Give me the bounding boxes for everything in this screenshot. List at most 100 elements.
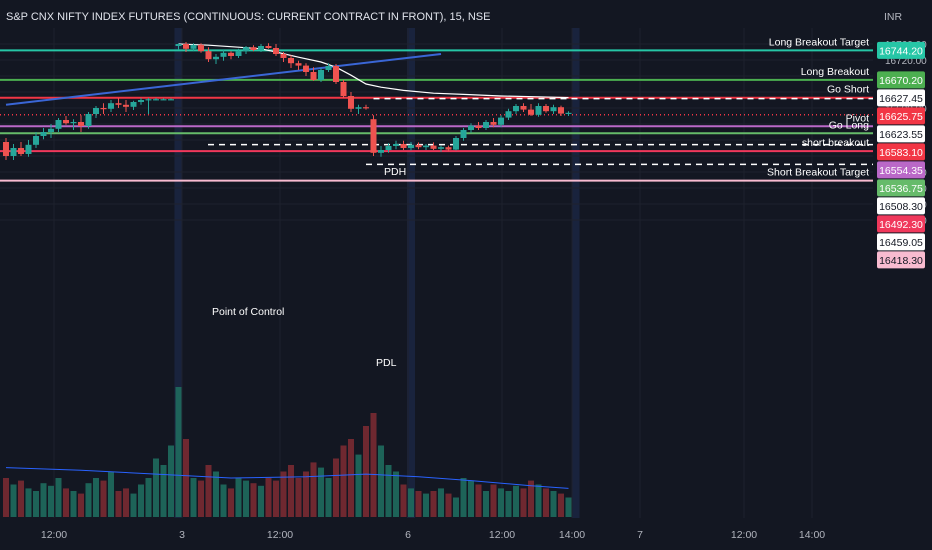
candle <box>408 142 414 151</box>
candle-body <box>63 120 69 124</box>
volume-bar <box>325 478 332 517</box>
candle-body <box>220 52 227 57</box>
time-tick-label: 3 <box>179 529 185 541</box>
volume-bar <box>558 493 564 517</box>
candle <box>393 140 399 150</box>
volume-bar <box>363 426 369 517</box>
candle-body <box>363 107 369 109</box>
volume-bar <box>250 483 257 517</box>
volume-bar <box>550 491 557 517</box>
price-badge-label: 16459.05 <box>879 237 923 249</box>
candle <box>145 98 152 114</box>
volume-bar <box>63 488 69 517</box>
candle-body <box>48 128 54 132</box>
volume-bar <box>348 439 354 517</box>
time-tick-label: 6 <box>405 529 411 541</box>
volume-bar <box>520 488 527 517</box>
candle-body <box>423 145 429 148</box>
volume-bar <box>273 480 279 517</box>
level-name: short breakout <box>802 137 869 149</box>
candle <box>415 142 422 150</box>
volume-bar <box>40 483 47 517</box>
candle <box>3 138 9 160</box>
volume-bar <box>280 471 287 517</box>
candle <box>445 145 452 152</box>
candle <box>250 45 257 52</box>
volume-bar <box>48 485 54 517</box>
volume-bar <box>295 478 302 517</box>
candle-body <box>333 66 339 82</box>
price-badge-label: 16536.75 <box>879 183 923 195</box>
candle-body <box>10 148 17 156</box>
candle-body <box>498 117 504 125</box>
candle-body <box>370 119 377 153</box>
price-badge: 16744.20 <box>877 41 925 59</box>
candle-body <box>205 51 212 60</box>
level-name: Pivot <box>846 112 869 124</box>
candle <box>340 80 347 98</box>
candle-body <box>100 108 107 110</box>
volume-bar <box>468 480 474 517</box>
candle <box>475 122 482 130</box>
level-name: Long Breakout <box>801 66 869 78</box>
candle <box>363 104 369 110</box>
volume-bar <box>145 478 152 517</box>
volume-bar <box>25 488 32 517</box>
level-name: Long Breakout Target <box>769 36 869 48</box>
volume-bar <box>160 465 167 517</box>
candle-body <box>160 99 167 101</box>
candle <box>175 43 182 50</box>
volume-bar <box>70 491 77 517</box>
candle-body <box>265 46 272 48</box>
candle <box>108 100 114 112</box>
price-badge: 16554.35 <box>877 161 925 179</box>
trend-line[interactable] <box>5 53 442 106</box>
session-band-0 <box>174 28 183 518</box>
candle-body <box>535 106 542 115</box>
candle-body <box>400 144 407 148</box>
candle-body <box>198 44 204 52</box>
volume-bar <box>10 484 17 517</box>
volume-bar <box>408 488 414 517</box>
volume-bar <box>340 445 347 517</box>
volume-bar <box>445 493 452 517</box>
candle-body <box>115 103 122 105</box>
volume-bar <box>378 445 384 517</box>
candle-body <box>310 72 317 80</box>
volume-bar <box>168 445 174 517</box>
candle <box>243 46 249 54</box>
volume-bar <box>288 465 294 517</box>
candle-body <box>378 150 384 153</box>
candle-body <box>483 122 489 128</box>
volume-bar <box>318 467 324 517</box>
volume-bar <box>528 480 534 517</box>
volume-bar <box>415 491 422 517</box>
volume-bar <box>220 484 227 517</box>
volume-bar <box>153 458 159 517</box>
candle <box>48 124 54 138</box>
volume-bar <box>490 484 497 517</box>
candle-body <box>543 106 549 112</box>
candle <box>265 43 272 49</box>
candle <box>303 63 309 76</box>
candle-body <box>228 52 234 56</box>
candle-body <box>393 144 399 146</box>
price-badge-label: 16625.75 <box>879 111 923 123</box>
volume-bar <box>543 488 549 517</box>
candle <box>483 120 489 130</box>
volume-bar <box>228 488 234 517</box>
time-tick-label: 7 <box>637 529 643 541</box>
candle <box>543 104 549 113</box>
candle <box>535 103 542 117</box>
candle-body <box>250 47 257 50</box>
candle-body <box>355 107 362 109</box>
candle <box>228 51 234 60</box>
candle <box>115 98 122 108</box>
price-badge-label: 16554.35 <box>879 165 923 177</box>
time-tick-label: 12:00 <box>731 529 757 541</box>
volume-bar <box>18 480 24 517</box>
candle <box>160 98 167 101</box>
candle <box>213 54 219 64</box>
volume-bar <box>565 497 572 517</box>
